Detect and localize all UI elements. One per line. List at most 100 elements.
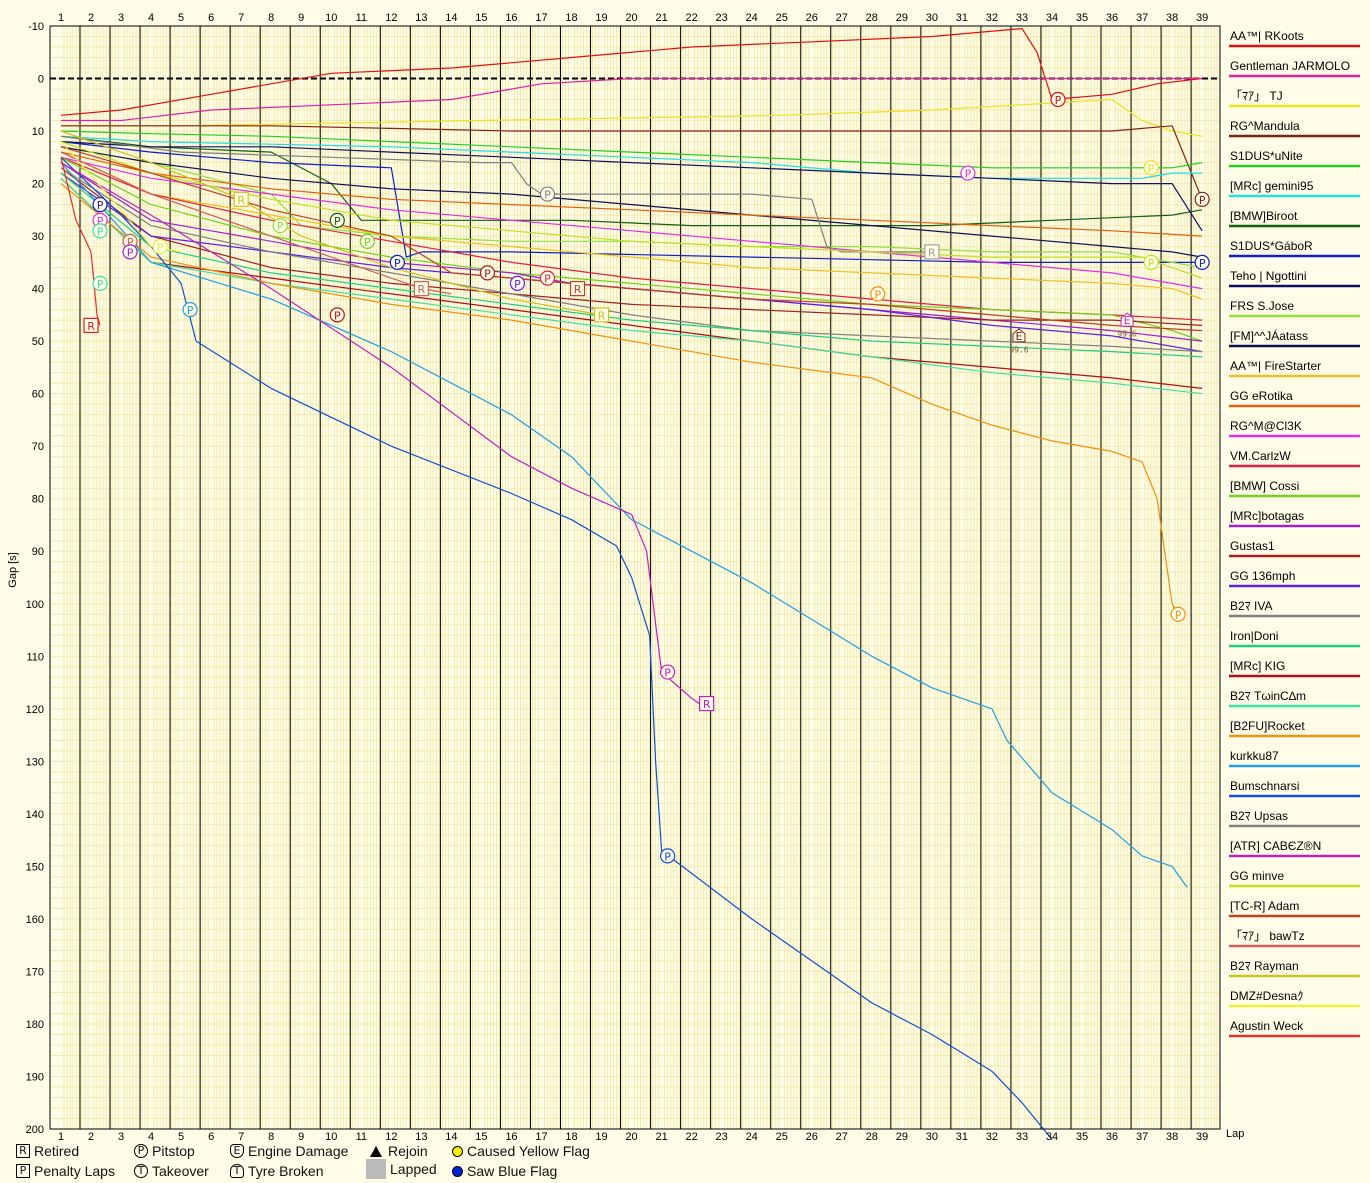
legend-entry-label: FRS S.Jose: [1230, 299, 1294, 313]
pitstop-marker-circle: [389, 254, 405, 270]
pitstop-icon: P: [134, 1144, 148, 1158]
x-tick-label-top: 21: [655, 12, 667, 24]
x-tick-label-top: 26: [806, 12, 818, 24]
y-tick-label: 20: [32, 179, 44, 191]
marker-pitstop: P: [122, 244, 138, 260]
grid-minor: [50, 25, 1220, 1130]
series-line-8: [60, 141, 1203, 232]
marker-retired: R: [924, 244, 940, 260]
legend-entry: B2ﾏ TωinC∆m: [1229, 689, 1360, 708]
key-yellow: Caused Yellow Flag: [452, 1143, 590, 1159]
series-line-3: [61, 125, 1203, 200]
pitstop-marker-glyph: P: [334, 215, 341, 228]
legend-entry-label: S1DUS*uNite: [1230, 149, 1303, 163]
legend-entry: B2ﾏ Rayman: [1229, 959, 1360, 978]
legend-entry: [BMW] Cossi: [1229, 479, 1360, 498]
legend-entry: GG eRotika: [1229, 389, 1360, 408]
series-line-22: [60, 177, 1203, 395]
pitstop-marker-circle: [1143, 254, 1159, 270]
marker-pitstop: P: [509, 275, 526, 291]
legend-entry: Iron|Doni: [1229, 629, 1360, 648]
x-tick-label: 24: [746, 1131, 758, 1141]
key-rejoin-label: Rejoin: [388, 1143, 428, 1159]
retired-marker-box: [924, 244, 940, 260]
key-rejoin: Rejoin: [370, 1143, 428, 1159]
x-axis-label: Lap: [1226, 1128, 1244, 1140]
pitstop-marker-circle: [92, 275, 108, 291]
y-tick-label: 30: [32, 231, 44, 243]
marker-pitstop: P: [1143, 160, 1159, 176]
y-axis-label: Gap [s]: [7, 552, 19, 587]
series-line-23: [60, 183, 1179, 615]
pitstop-marker-glyph: P: [664, 850, 671, 863]
key-takeover: T Takeover: [134, 1163, 209, 1179]
series-line-21: [60, 177, 1203, 389]
legend-entry-label: VM.CarlzW: [1230, 449, 1291, 463]
legend-entry-label: RG^M@Cl3K: [1230, 419, 1302, 433]
pitstop-marker-glyph: P: [664, 667, 671, 680]
pitstop-marker-glyph: P: [394, 257, 401, 270]
y-tick-label: 40: [32, 284, 44, 296]
y-tick-label: 80: [32, 494, 44, 506]
legend-entry: Bumschnarsi: [1229, 779, 1360, 798]
x-tick-label-top: 14: [445, 12, 457, 24]
pitstop-marker-circle: [359, 233, 375, 249]
x-tick-label-top: 24: [746, 12, 758, 24]
y-tick-label: 160: [26, 914, 44, 926]
series-line-13: [60, 156, 1203, 290]
retired-marker-glyph: R: [703, 698, 711, 711]
retired-marker-box: [413, 281, 429, 297]
retired-marker-box: [83, 317, 99, 333]
legend: AA™| RKoots Gentleman JARMOLO 「ﾏｱ」 TJ RG^Ma…: [1229, 29, 1360, 1038]
series-line-0: [60, 28, 1203, 116]
pitstop-marker-circle: [272, 217, 288, 234]
x-tick-label-top: 1: [58, 12, 64, 24]
legend-entry: RG^Mandula: [1229, 119, 1360, 138]
series-layer: [60, 28, 1203, 1140]
pitstop-marker-glyph: P: [1148, 162, 1155, 175]
x-tick-label: 33: [1016, 1131, 1028, 1141]
retired-marker-box: [233, 191, 249, 207]
pitstop-marker-circle: [1194, 191, 1210, 207]
x-tick-label: 9: [298, 1131, 304, 1141]
retired-marker-glyph: R: [574, 283, 582, 296]
x-tick-label: 18: [565, 1131, 577, 1141]
y-tick-label: 140: [26, 809, 44, 821]
x-tick-label-top: 34: [1046, 12, 1058, 24]
x-tick-label-top: 18: [565, 12, 577, 24]
x-tick-label: 34: [1046, 1131, 1058, 1141]
x-tick-label: 12: [385, 1131, 397, 1141]
marker-pitstop: P: [92, 196, 108, 213]
engine-damage-value: 99.6: [1117, 330, 1136, 339]
x-tick-label-top: 29: [896, 12, 908, 24]
marker-pitstop: P: [539, 270, 556, 286]
x-tick-label: 29: [896, 1131, 908, 1141]
y-tick-label: 150: [26, 861, 44, 873]
legend-entry: Gustas1: [1229, 539, 1360, 558]
pitstop-marker-glyph: P: [127, 246, 134, 259]
legend-entry-label: [MRc]botagas: [1230, 509, 1304, 523]
x-tick-label: 30: [926, 1131, 938, 1141]
x-tick-label-top: 4: [148, 12, 154, 24]
legend-entry-label: [FM]^^JÁatass: [1230, 328, 1308, 343]
series-line-25: [60, 156, 1053, 1140]
marker-pitstop: P: [389, 254, 405, 270]
pitstop-marker-circle: [92, 196, 108, 213]
series-line-17: [60, 167, 1203, 326]
axis-layer: -100102030405060708090100110120130140150…: [26, 12, 1221, 1141]
legend-entry-label: [TC-R] Adam: [1230, 899, 1299, 913]
marker-retired: R: [413, 281, 429, 297]
x-tick-label: 16: [505, 1131, 517, 1141]
pitstop-marker-circle: [660, 848, 676, 864]
x-tick-label-top: 33: [1016, 12, 1028, 24]
x-tick-label: 8: [268, 1131, 274, 1141]
x-tick-label: 39: [1196, 1131, 1208, 1141]
retired-marker-box: [699, 695, 715, 712]
y-tick-label: 50: [32, 336, 44, 348]
marker-pitstop: P: [1194, 254, 1210, 270]
x-tick-label-top: 6: [208, 12, 214, 24]
legend-entry-label: Teho | Ngottini: [1230, 269, 1307, 283]
legend-entry-label: GG eRotika: [1230, 389, 1293, 403]
